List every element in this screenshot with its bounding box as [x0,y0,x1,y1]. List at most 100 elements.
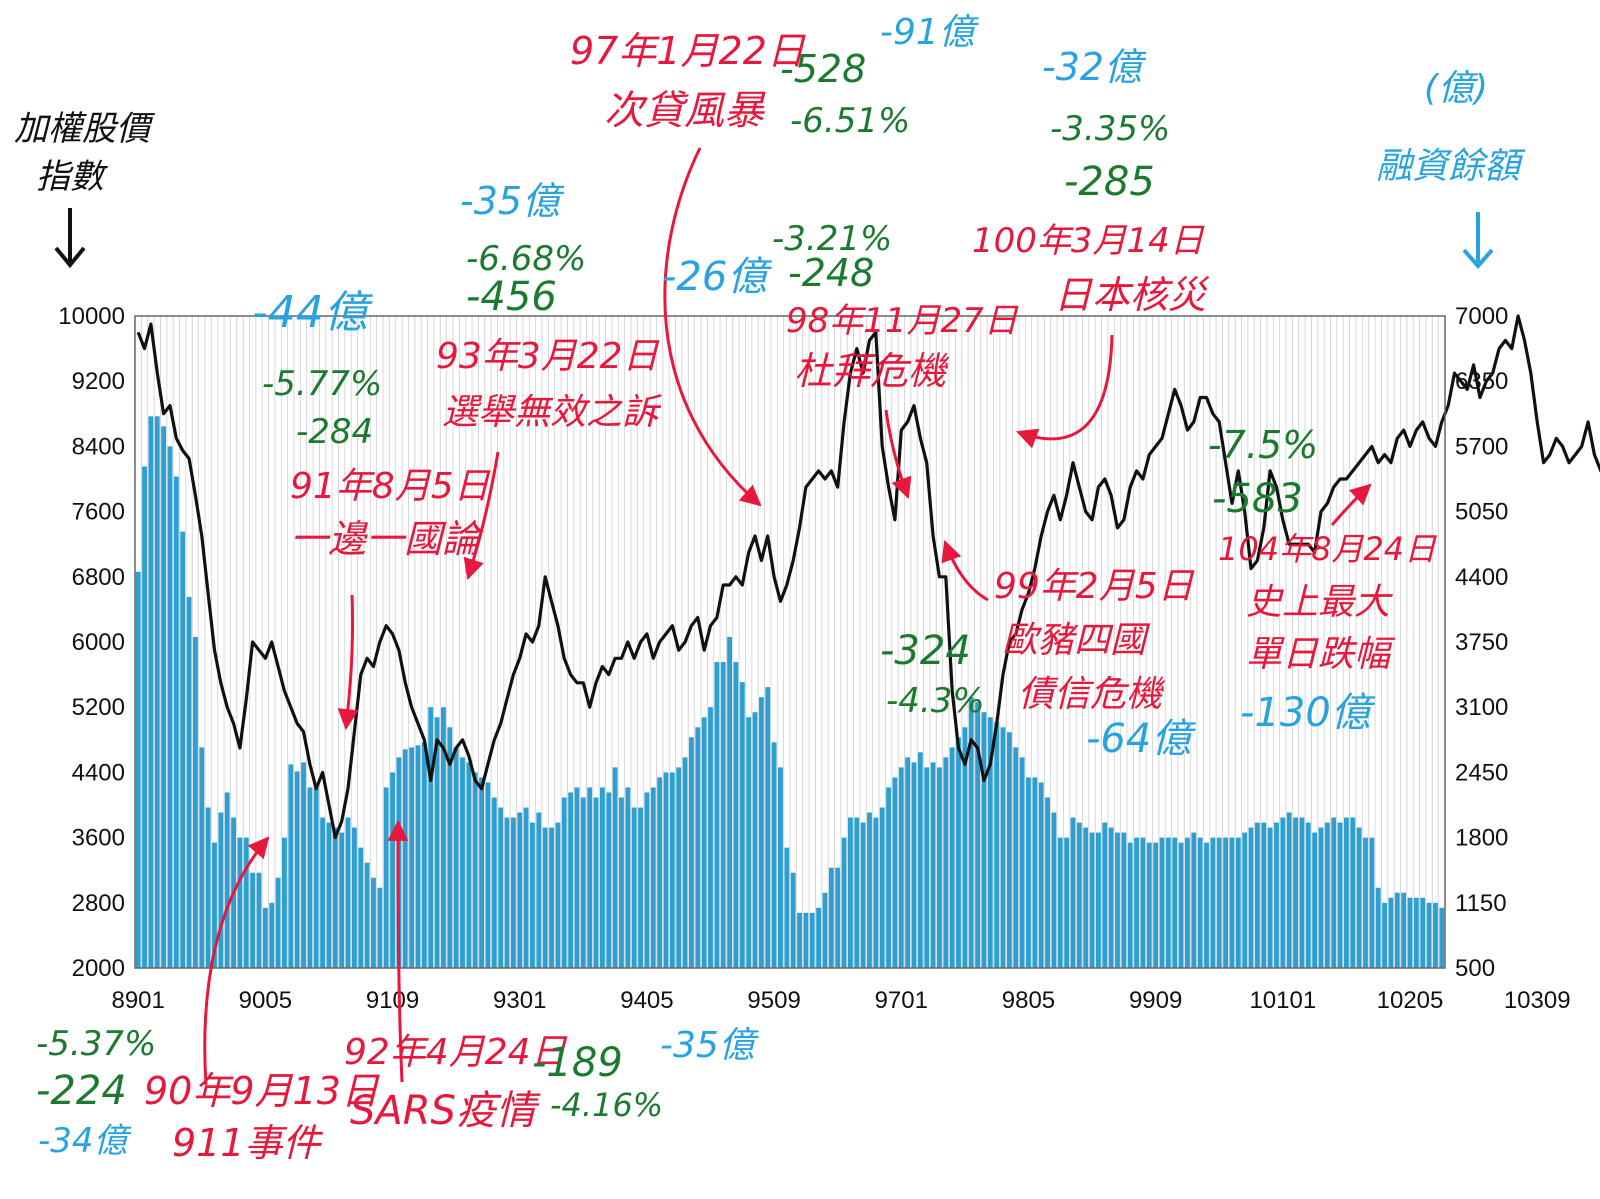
margin-bar [619,797,624,968]
ann-911-pct: -5.37% [36,1024,156,1064]
margin-bar [587,787,593,968]
ann-dubai-margin: -26億 [662,254,772,300]
margin-bar [466,762,472,968]
margin-bar [161,426,167,968]
margin-bar [1076,822,1082,968]
margin-bar [1439,907,1445,968]
margin-bar [1401,892,1407,968]
margin-bar [301,762,306,968]
left-axis-title: 加權股價 指數 [14,109,156,197]
left-axis-title-line1: 加權股價 [14,109,156,149]
right-tick-label: 5050 [1455,499,1508,526]
margin-bar [441,707,446,968]
margin-bar [561,797,567,968]
ann-dubai-date: 98年11月27日 [786,301,1019,341]
margin-bar [917,752,923,968]
margin-bar [1178,842,1184,968]
left-tick-label: 6000 [72,629,125,656]
margin-bar [822,892,828,968]
ann-record-date: 104年8月24日 [1218,530,1437,568]
ann-sars-pts: -189 [532,1040,623,1086]
margin-bar [1261,822,1267,968]
margin-bar [873,817,879,968]
margin-bar [555,822,561,968]
margin-bar [180,531,186,968]
margin-bar [816,907,822,968]
margin-bar [262,907,268,968]
ann-piigs-date: 99年2月5日 [994,566,1195,607]
margin-bar [689,737,694,968]
margin-bar [485,782,491,968]
left-tick-label: 4400 [72,759,125,786]
vertical-gridlines [134,316,1446,968]
ann-yibian-date: 91年8月5日 [290,466,491,507]
ann-911-date: 90年9月13日 [144,1069,380,1113]
margin-bar [498,807,504,968]
margin-bar [167,446,173,968]
arrow-election-icon [463,451,500,581]
margin-bar [250,872,256,968]
margin-bar [364,862,370,968]
margin-bar [1000,727,1006,968]
margin-bar [1057,837,1063,968]
margin-bar [924,767,930,968]
margin-bar [1013,747,1019,968]
margin-bar [867,812,872,968]
margin-bar [1064,837,1070,968]
ann-911-event: 911事件 [172,1121,324,1165]
margin-bar [968,697,974,968]
margin-bar [1363,837,1368,968]
margin-bar [580,797,586,968]
margin-bar [657,777,663,968]
margin-bar [288,764,294,968]
ann-dubai-pts: -248 [788,251,874,295]
margin-bar [625,787,631,968]
ann-piigs-pts: -324 [880,628,971,674]
ann-subprime-pct: -6.51% [790,101,910,141]
margin-bar [669,772,675,968]
x-axis-ticks: 8901 9005 9109 9301 9405 9509 9701 9805 9909 1010… [111,987,1570,1014]
x-tick-label: 10205 [1377,987,1444,1014]
margin-bar [218,812,224,968]
margin-bar [1216,837,1222,968]
margin-bar [173,476,179,968]
ann-piigs-event1: 歐豬四國 [1002,620,1151,661]
ann-japan-date: 100年3月14日 [972,221,1205,261]
margin-bar [778,767,783,968]
right-tick-label: 1800 [1455,825,1508,852]
x-tick-label: 9301 [493,987,546,1014]
arrow-dubai-icon [884,409,912,499]
margin-bar [937,767,942,968]
margin-bar [568,792,574,968]
margin-balance-bars [135,416,1445,968]
ann-sars-date: 92年4月24日 [344,1032,568,1073]
margin-bar [549,827,554,968]
margin-bar [212,842,217,968]
margin-bar [987,717,993,968]
left-axis-title-line2: 指數 [36,157,108,197]
arrow-japan-icon [1016,334,1114,449]
margin-bar [358,847,364,968]
margin-bar [1388,897,1394,968]
margin-bar [390,772,395,968]
right-tick-label: 3750 [1455,629,1508,656]
margin-bar [1433,902,1438,968]
margin-bar [154,416,160,968]
margin-bar [332,827,338,968]
margin-bar [797,912,802,968]
margin-bar [415,745,421,968]
ann-record-event2: 單日跌幅 [1246,634,1396,675]
left-tick-label: 2800 [72,890,125,917]
margin-bar [1153,842,1159,968]
margin-bar [542,827,548,968]
annotations: -5.37% -224 -34億 90年9月13日 911事件 -44億 -5.… [36,12,1437,1165]
margin-bar [472,772,478,968]
margin-bar [886,787,891,968]
margin-bar [663,772,669,968]
right-axis-title-line2: 融資餘額 [1376,146,1526,187]
margin-bar [905,757,911,968]
margin-bar [1096,832,1101,968]
ann-record-event1: 史上最大 [1246,582,1393,623]
left-tick-label: 6800 [72,564,125,591]
